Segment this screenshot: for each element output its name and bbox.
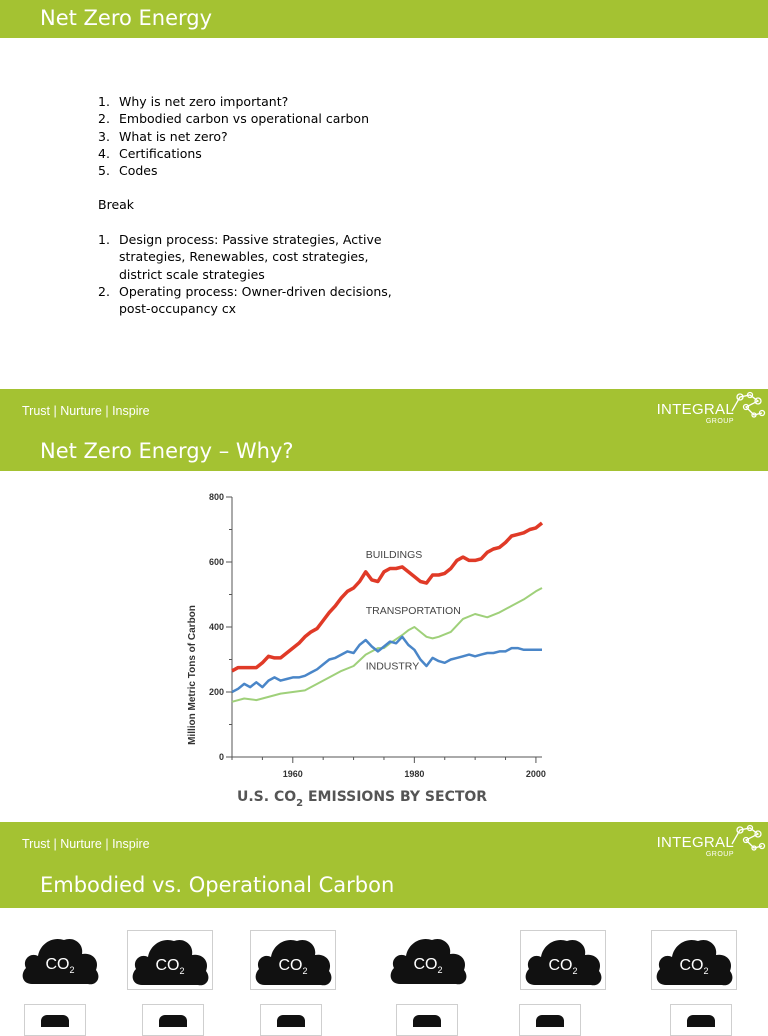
series-label-transportation: TRANSPORTATION [366, 605, 461, 617]
co2-label: CO2 [155, 957, 185, 977]
agenda-item-text: Certifications [119, 145, 202, 161]
chart-ylabel: Million Metric Tons of Carbon [187, 605, 198, 745]
series-line-buildings [231, 521, 544, 673]
slide1-title-bar: Net Zero Energy [0, 0, 768, 38]
cropped-icon [41, 1015, 69, 1027]
co2-cloud: CO2 [520, 930, 606, 990]
integral-group-text: GROUP [705, 851, 734, 858]
co2-cloud: CO2 [127, 930, 213, 990]
slide1-title: Net Zero Energy [40, 6, 213, 30]
agenda-item: 2. Operating process: Owner-driven decisi… [98, 283, 408, 318]
cloud-icon [22, 938, 99, 985]
slide3-title: Embodied vs. Operational Carbon [40, 873, 395, 897]
cropped-icon [687, 1015, 715, 1027]
cropped-icon-box [142, 1004, 204, 1036]
chart-title: U.S. CO2 EMISSIONS BY SECTOR [237, 789, 487, 809]
footer-tagline: Trust | Nurture | Inspire [22, 404, 150, 418]
co2-label: CO2 [548, 957, 578, 977]
cloud-icon [390, 938, 467, 985]
co2-cloud: CO2 [386, 930, 470, 988]
slide2-title: Net Zero Energy – Why? [40, 439, 294, 463]
y-tick-label: 600 [209, 557, 224, 567]
cropped-icon-box [670, 1004, 732, 1036]
agenda-item-text: Embodied carbon vs operational carbon [119, 111, 369, 127]
cropped-icon-box [24, 1004, 86, 1036]
y-tick-label: 800 [209, 492, 224, 502]
agenda-item: 1. Design process: Passive strategies, Ac… [98, 231, 408, 283]
co2-label: CO2 [413, 956, 443, 976]
x-tick-label: 1960 [283, 769, 303, 779]
agenda-item-number: 2. [98, 111, 110, 127]
series-label-buildings: BUILDINGS [366, 549, 423, 561]
agenda-item: 5. Codes [98, 162, 369, 179]
co2-cloud: CO2 [18, 930, 102, 988]
agenda-item-number: 4. [98, 145, 110, 161]
x-tick-label: 1980 [404, 769, 424, 779]
cloud-icon [656, 939, 733, 986]
chart-title-rest: EMISSIONS BY SECTOR [303, 789, 487, 805]
agenda-list-2: 1. Design process: Passive strategies, Ac… [98, 231, 408, 317]
series-label-industry: INDUSTRY [366, 660, 419, 672]
cropped-icon [159, 1015, 187, 1027]
cropped-icon-box [519, 1004, 581, 1036]
cropped-icon [277, 1015, 305, 1027]
chart-labels: BUILDINGS TRANSPORTATION INDUSTRY [366, 549, 461, 672]
cropped-icon [413, 1015, 441, 1027]
cloud-icon [255, 939, 332, 986]
slide-footer-2: Trust | Nurture | Inspire INTEGRAL GROUP [0, 822, 768, 866]
integral-logo-icon [731, 824, 766, 851]
series-line-transportation [231, 587, 543, 703]
series-line-industry [231, 635, 542, 694]
agenda-list: 1. Why is net zero important? 2. Embodied c… [98, 93, 369, 179]
cloud-icon [525, 939, 602, 986]
co2-cloud-row: CO2 CO2 CO2 CO2 CO2 CO2 [0, 928, 768, 1036]
integral-logo-text: INTEGRAL [656, 401, 734, 418]
co2-label: CO2 [45, 956, 75, 976]
agenda-item-number: 1. [98, 94, 110, 109]
co2-cloud: CO2 [651, 930, 737, 990]
co2-label: CO2 [278, 957, 308, 977]
x-tick-label: 2000 [526, 769, 546, 779]
agenda-item-number: 5. [98, 163, 110, 179]
footer-tagline: Trust | Nurture | Inspire [22, 837, 150, 851]
y-tick-label: 400 [209, 622, 224, 632]
slide-footer: Trust | Nurture | Inspire INTEGRAL GROUP [0, 389, 768, 433]
agenda-item-text: Codes [119, 163, 158, 179]
co2-label: CO2 [679, 957, 709, 977]
agenda-item: 3. What is net zero? [98, 128, 369, 145]
emissions-chart: 0 200 400 600 800 1960 1980 2000 BUILDINGS TRANS… [187, 492, 546, 809]
agenda-item: 2. Embodied carbon vs operational carbon [98, 110, 369, 127]
agenda-item-text: Design process: Passive strategies, Acti… [119, 232, 382, 282]
co2-cloud: CO2 [250, 930, 336, 990]
integral-logo-text: INTEGRAL [656, 834, 734, 851]
break-label: Break [98, 197, 135, 212]
y-tick-label: 200 [209, 687, 224, 697]
chart-title-sub: 2 [296, 798, 303, 809]
agenda-item: 4. Certifications [98, 145, 369, 162]
agenda-item-number: 2. [98, 283, 110, 299]
agenda-item-number: 3. [98, 128, 110, 144]
agenda-item-text: What is net zero? [119, 128, 228, 144]
agenda-item: 1. Why is net zero important? [98, 93, 369, 110]
chart-axes: 0 200 400 600 800 1960 1980 2000 [209, 492, 546, 779]
cropped-icon-box [396, 1004, 458, 1036]
cloud-icon [132, 939, 209, 986]
integral-logo-icon [731, 391, 766, 418]
cropped-icon [536, 1015, 564, 1027]
agenda-item-text: Why is net zero important? [119, 94, 289, 109]
cropped-icon-box [260, 1004, 322, 1036]
chart-lines [231, 521, 544, 703]
agenda-item-text: Operating process: Owner-driven decision… [119, 283, 392, 317]
integral-group-text: GROUP [705, 418, 734, 425]
slide2-title-bar: Net Zero Energy – Why? [0, 433, 768, 471]
y-tick-label: 0 [219, 752, 224, 762]
agenda-item-number: 1. [98, 232, 110, 247]
chart-title-main: U.S. CO [237, 789, 296, 805]
slide3-title-bar: Embodied vs. Operational Carbon [0, 866, 768, 908]
